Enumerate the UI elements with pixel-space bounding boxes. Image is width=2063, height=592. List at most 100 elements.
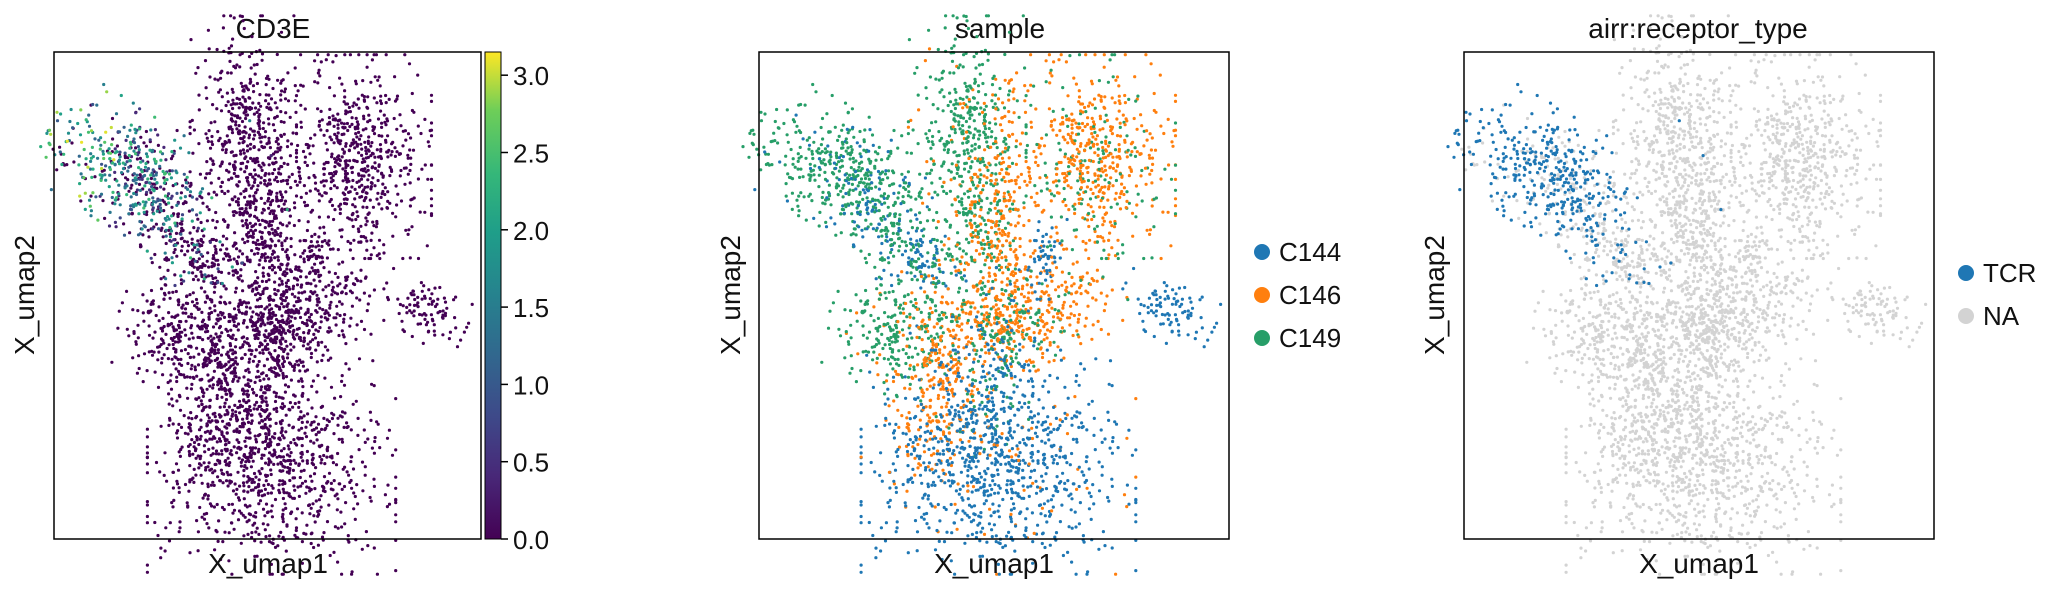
cell-point (226, 100, 230, 104)
cell-point (344, 142, 348, 146)
cell-point (317, 68, 321, 72)
cell-point (310, 325, 315, 329)
cell-point (392, 266, 396, 271)
cell-point (316, 543, 320, 547)
cell-point (137, 182, 142, 186)
cell-point (238, 149, 243, 153)
cell-point (274, 292, 278, 297)
cell-point (935, 251, 939, 255)
cell-point (892, 128, 896, 133)
cell-point (134, 181, 138, 185)
cell-point (294, 517, 298, 521)
cell-point (344, 174, 348, 178)
cell-point (110, 360, 114, 364)
cell-point (332, 217, 336, 222)
cell-point (823, 147, 828, 151)
cell-point (429, 177, 434, 181)
cell-point (323, 462, 327, 466)
cell-point (934, 120, 938, 124)
cell-point (270, 268, 275, 272)
cell-point (807, 147, 811, 151)
cell-point (128, 146, 132, 150)
cell-point (134, 192, 139, 197)
cell-point (879, 251, 883, 255)
cell-point (220, 395, 224, 399)
cell-point (297, 437, 301, 441)
cell-point (244, 310, 248, 314)
cell-point (359, 177, 364, 181)
cell-point (370, 141, 374, 145)
cell-point (276, 199, 280, 203)
cell-point (293, 253, 297, 257)
cell-point (306, 220, 310, 224)
cell-point (235, 102, 239, 106)
cell-point (272, 407, 276, 411)
cell-point (296, 166, 300, 170)
cell-point (253, 157, 257, 161)
cell-point (221, 481, 225, 485)
cell-point (302, 468, 306, 472)
cell-point (186, 396, 190, 400)
cell-point (308, 346, 312, 350)
cell-point (260, 400, 264, 404)
cell-point (188, 125, 192, 129)
cell-point (335, 508, 339, 512)
cell-point (366, 106, 370, 110)
cell-point (197, 352, 201, 356)
cell-point (797, 156, 801, 160)
cell-point (366, 95, 370, 99)
cell-point (273, 243, 277, 247)
y-axis-label: X_umap2 (9, 235, 40, 355)
cell-point (341, 191, 345, 195)
cell-point (209, 157, 213, 161)
cell-point (188, 194, 192, 198)
cell-point (329, 487, 333, 491)
cell-point (281, 508, 285, 512)
cell-point (192, 243, 196, 247)
cell-point (273, 280, 277, 284)
cell-point (248, 408, 253, 413)
cell-point (852, 135, 856, 139)
cell-point (406, 232, 410, 236)
cell-point (194, 397, 198, 401)
cell-point (295, 283, 300, 287)
cell-point (282, 328, 286, 332)
cell-point (147, 235, 151, 239)
cell-point (282, 120, 286, 124)
cell-point (330, 152, 334, 156)
cell-point (251, 287, 255, 291)
cell-point (280, 396, 284, 400)
cell-point (920, 187, 924, 191)
cell-point (336, 451, 340, 456)
cell-point (83, 207, 87, 211)
cell-point (946, 148, 951, 152)
cell-point (324, 179, 328, 183)
cell-point (280, 241, 284, 245)
cell-point (298, 415, 302, 419)
cell-point (854, 187, 858, 191)
cell-point (855, 141, 859, 145)
cell-point (258, 499, 263, 503)
cell-point (145, 521, 149, 525)
cell-point (59, 112, 63, 116)
cell-point (205, 522, 209, 526)
cell-point (343, 95, 347, 99)
cell-point (156, 345, 160, 349)
cell-point (256, 184, 260, 188)
cell-point (170, 261, 174, 265)
cell-point (164, 283, 168, 287)
cell-point (392, 116, 396, 121)
cell-point (117, 192, 121, 196)
cell-point (886, 176, 890, 180)
cell-point (328, 135, 332, 139)
cell-point (228, 335, 232, 339)
cell-point (300, 540, 304, 544)
cell-point (369, 154, 373, 158)
cell-point (242, 335, 246, 339)
cell-point (230, 87, 234, 91)
cell-point (927, 47, 932, 51)
cell-point (277, 331, 281, 335)
cell-point (250, 249, 254, 253)
cell-point (222, 284, 226, 288)
cell-point (988, 121, 992, 125)
